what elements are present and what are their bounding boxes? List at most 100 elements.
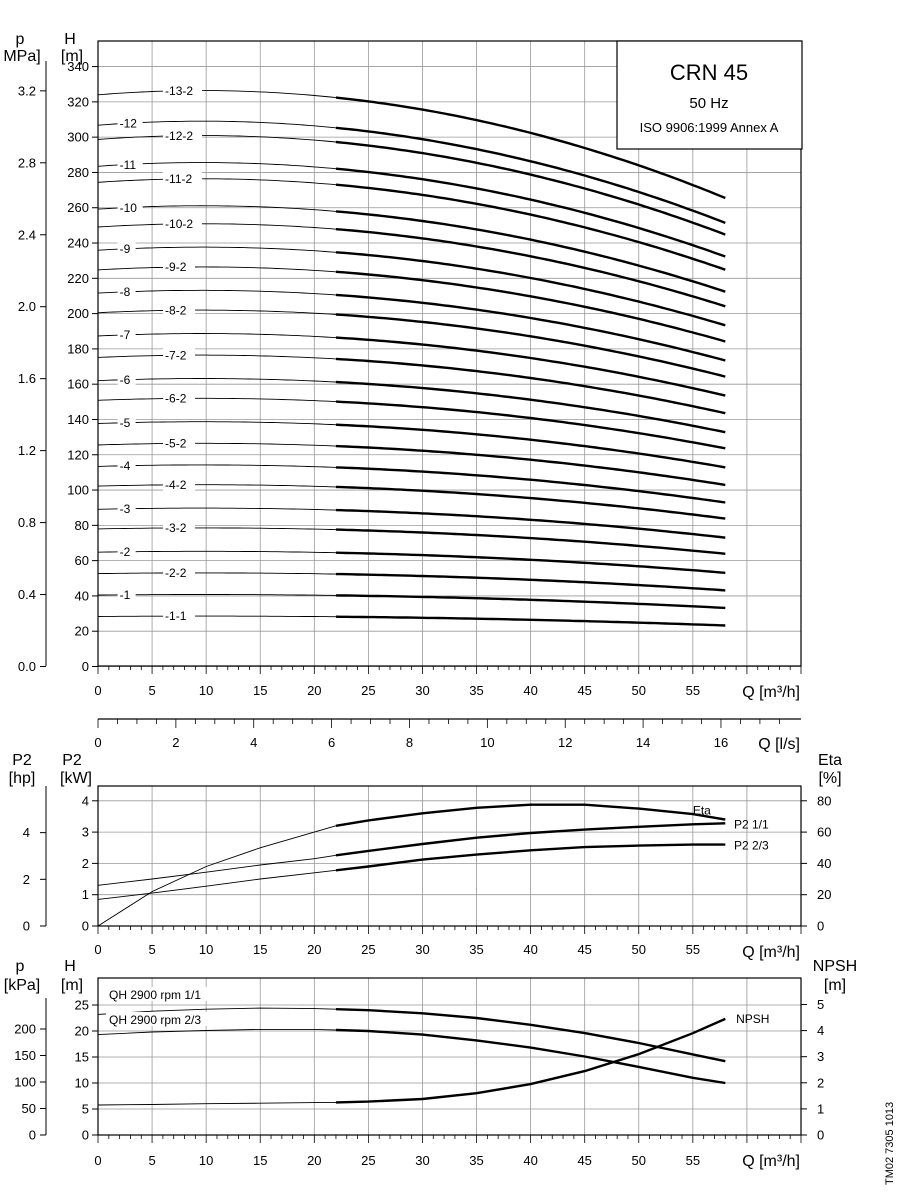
x-tick-label: 0 — [94, 683, 101, 698]
curve-label: -3-2 — [165, 521, 187, 535]
x-tick-label: 55 — [686, 683, 700, 698]
x-tick-label: 0 — [94, 1153, 101, 1168]
curve-label-bg — [117, 544, 136, 558]
p-tick-label: 2.0 — [18, 299, 36, 314]
npsh-tick-label: 0 — [817, 1128, 824, 1143]
curve-label: -2 — [120, 545, 131, 559]
curve-label: -11-2 — [165, 172, 192, 186]
hp-axis-title: P2 — [12, 752, 32, 769]
x-tick-label: 10 — [199, 683, 213, 698]
y-tick-label: 0 — [82, 659, 89, 674]
curve-thin — [97, 333, 336, 339]
curve-thin — [98, 594, 336, 596]
x-tick-label: 5 — [148, 942, 155, 957]
curve-thin — [97, 869, 336, 900]
curve-bold — [335, 594, 726, 610]
kpa-tick-label: 200 — [14, 1021, 36, 1036]
curve-label: -3 — [120, 502, 131, 516]
figure-code: TM02 7305 1013 — [884, 1102, 896, 1185]
series-label: Eta — [693, 804, 711, 818]
curve-label: -1 — [120, 588, 131, 602]
curve-label: -11 — [120, 158, 137, 172]
x-tick-label: 20 — [307, 683, 321, 698]
curve-thin — [97, 527, 336, 531]
head-axis-title: H — [64, 31, 76, 48]
x-tick-label: 10 — [199, 942, 213, 957]
curve-bold — [335, 140, 726, 236]
curve-label: -12-2 — [165, 129, 193, 143]
curve-label: -7 — [120, 328, 131, 342]
curve-thin — [97, 421, 336, 426]
curve-thin — [97, 1101, 336, 1106]
kpa-tick-label: 50 — [22, 1101, 36, 1116]
curve-label: -6 — [120, 373, 131, 387]
curve-label-bg — [117, 372, 136, 386]
x-tick-label: 30 — [415, 942, 429, 957]
curve-thin — [97, 246, 336, 253]
curve-bold — [335, 444, 726, 487]
x-tick-label: 0 — [94, 942, 101, 957]
curve-thin — [97, 266, 336, 273]
curve-label-bg — [163, 83, 203, 97]
kw-tick-label: 2 — [82, 856, 89, 871]
x-tick-label: 15 — [253, 1153, 267, 1168]
h-tick-label: 15 — [75, 1050, 89, 1065]
series-label: NPSH — [736, 1012, 769, 1026]
curve-label-bg — [117, 458, 136, 472]
p-tick-label: 0.8 — [18, 515, 36, 530]
curve-bold — [335, 357, 726, 415]
ls-tick-label: 12 — [558, 735, 572, 750]
curve-thin — [97, 825, 337, 927]
curve-thin — [97, 178, 336, 186]
curve-label-bg — [163, 303, 196, 317]
y-tick-label: 80 — [75, 518, 89, 533]
kw-tick-label: 1 — [82, 887, 89, 902]
curve-bold — [335, 270, 726, 343]
curve-label: -13-2 — [165, 84, 193, 98]
y-tick-label: 340 — [67, 59, 89, 74]
curve-label-bg — [163, 348, 196, 362]
h-tick-label: 5 — [82, 1102, 89, 1117]
y-tick-label: 220 — [67, 271, 89, 286]
npsh-tick-label: 4 — [817, 1023, 824, 1038]
curve-bold — [335, 210, 726, 293]
curve-bold — [335, 228, 726, 308]
flow-ls-axis-title: Q [l/s] — [758, 736, 800, 753]
curve-bold — [335, 183, 726, 271]
standard-label: ISO 9906:1999 Annex A — [640, 120, 779, 135]
series-label-bg — [106, 1012, 226, 1026]
eta-tick-label: 0 — [817, 919, 824, 934]
curve-bold — [335, 380, 726, 434]
hp-tick-label: 4 — [23, 825, 30, 840]
curve-label: -2-2 — [165, 566, 187, 580]
x-tick-label: 35 — [469, 1153, 483, 1168]
curve-thin — [97, 572, 336, 575]
curve-thin — [97, 854, 336, 886]
y-tick-label: 120 — [67, 447, 89, 462]
curve-label-bg — [163, 260, 196, 274]
curve-label-bg — [117, 328, 136, 342]
y-tick-label: 140 — [67, 412, 89, 427]
x-tick-label: 5 — [148, 683, 155, 698]
kw-tick-label: 4 — [82, 793, 89, 808]
power-flow-axis-title: Q [m³/h] — [742, 944, 800, 961]
ls-tick-label: 14 — [636, 735, 650, 750]
curve-label: -4-2 — [165, 478, 187, 492]
h-tick-label: 10 — [75, 1076, 89, 1091]
series-label-bg — [106, 987, 226, 1001]
hp-tick-label: 2 — [23, 872, 30, 887]
eta-axis-title: Eta — [818, 752, 842, 769]
curve-thin — [97, 1028, 336, 1036]
kpa-tick-label: 0 — [29, 1128, 36, 1143]
curve-bold — [335, 336, 726, 397]
curve-label: -4 — [120, 459, 131, 473]
curve-label-bg — [117, 242, 136, 256]
curve-bold — [335, 615, 726, 627]
curve-label: -10 — [120, 201, 138, 215]
curve-bold — [335, 251, 726, 327]
curve-bold — [335, 96, 726, 200]
npsh-flow-axis-title: Q [m³/h] — [742, 1153, 800, 1170]
curve-label: -7-2 — [165, 348, 187, 362]
x-tick-label: 30 — [415, 1153, 429, 1168]
x-tick-label: 30 — [415, 683, 429, 698]
